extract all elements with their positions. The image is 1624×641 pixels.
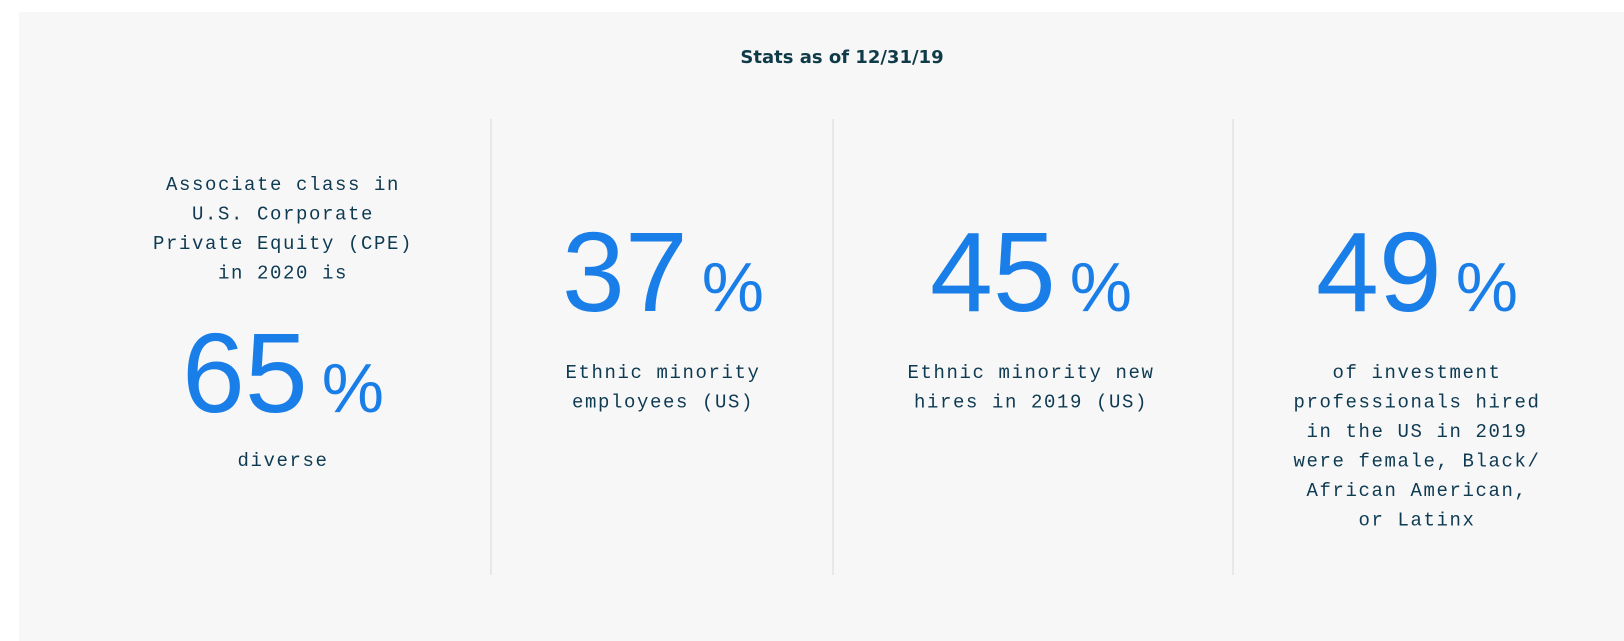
intro-line: Private Equity (CPE): [153, 233, 413, 255]
stat-unit: %: [322, 349, 384, 427]
stat-figure: 37%: [562, 209, 764, 335]
stat-figure: 49%: [1316, 209, 1518, 335]
stat-unit: %: [1070, 248, 1132, 326]
intro-line: U.S. Corporate: [192, 204, 374, 226]
intro-line: in 2020 is: [218, 263, 348, 285]
caption-line: professionals hired: [1293, 392, 1540, 414]
caption-line: Ethnic minority new: [907, 362, 1154, 384]
stat-figure: 65%: [182, 310, 384, 436]
panel: [19, 12, 1624, 641]
section-title: Stats as of 12/31/19: [740, 47, 943, 68]
stat-value: 37: [562, 209, 688, 335]
stat-unit: %: [1456, 248, 1518, 326]
caption-line: Ethnic minority: [565, 362, 760, 384]
caption-line: were female, Black/: [1293, 451, 1540, 473]
intro-line: Associate class in: [166, 174, 400, 196]
stat-value: 65: [182, 310, 308, 436]
caption-line: in the US in 2019: [1306, 421, 1527, 443]
caption-line: African American,: [1306, 480, 1527, 502]
caption-line: diverse: [237, 450, 328, 472]
caption-line: employees (US): [572, 392, 754, 414]
stat-value: 49: [1316, 209, 1442, 335]
caption-line: of investment: [1332, 362, 1501, 384]
stat-figure: 45%: [930, 209, 1132, 335]
stat-unit: %: [702, 248, 764, 326]
stat-value: 45: [930, 209, 1056, 335]
caption-line: or Latinx: [1358, 510, 1475, 532]
caption-line: hires in 2019 (US): [914, 392, 1148, 414]
